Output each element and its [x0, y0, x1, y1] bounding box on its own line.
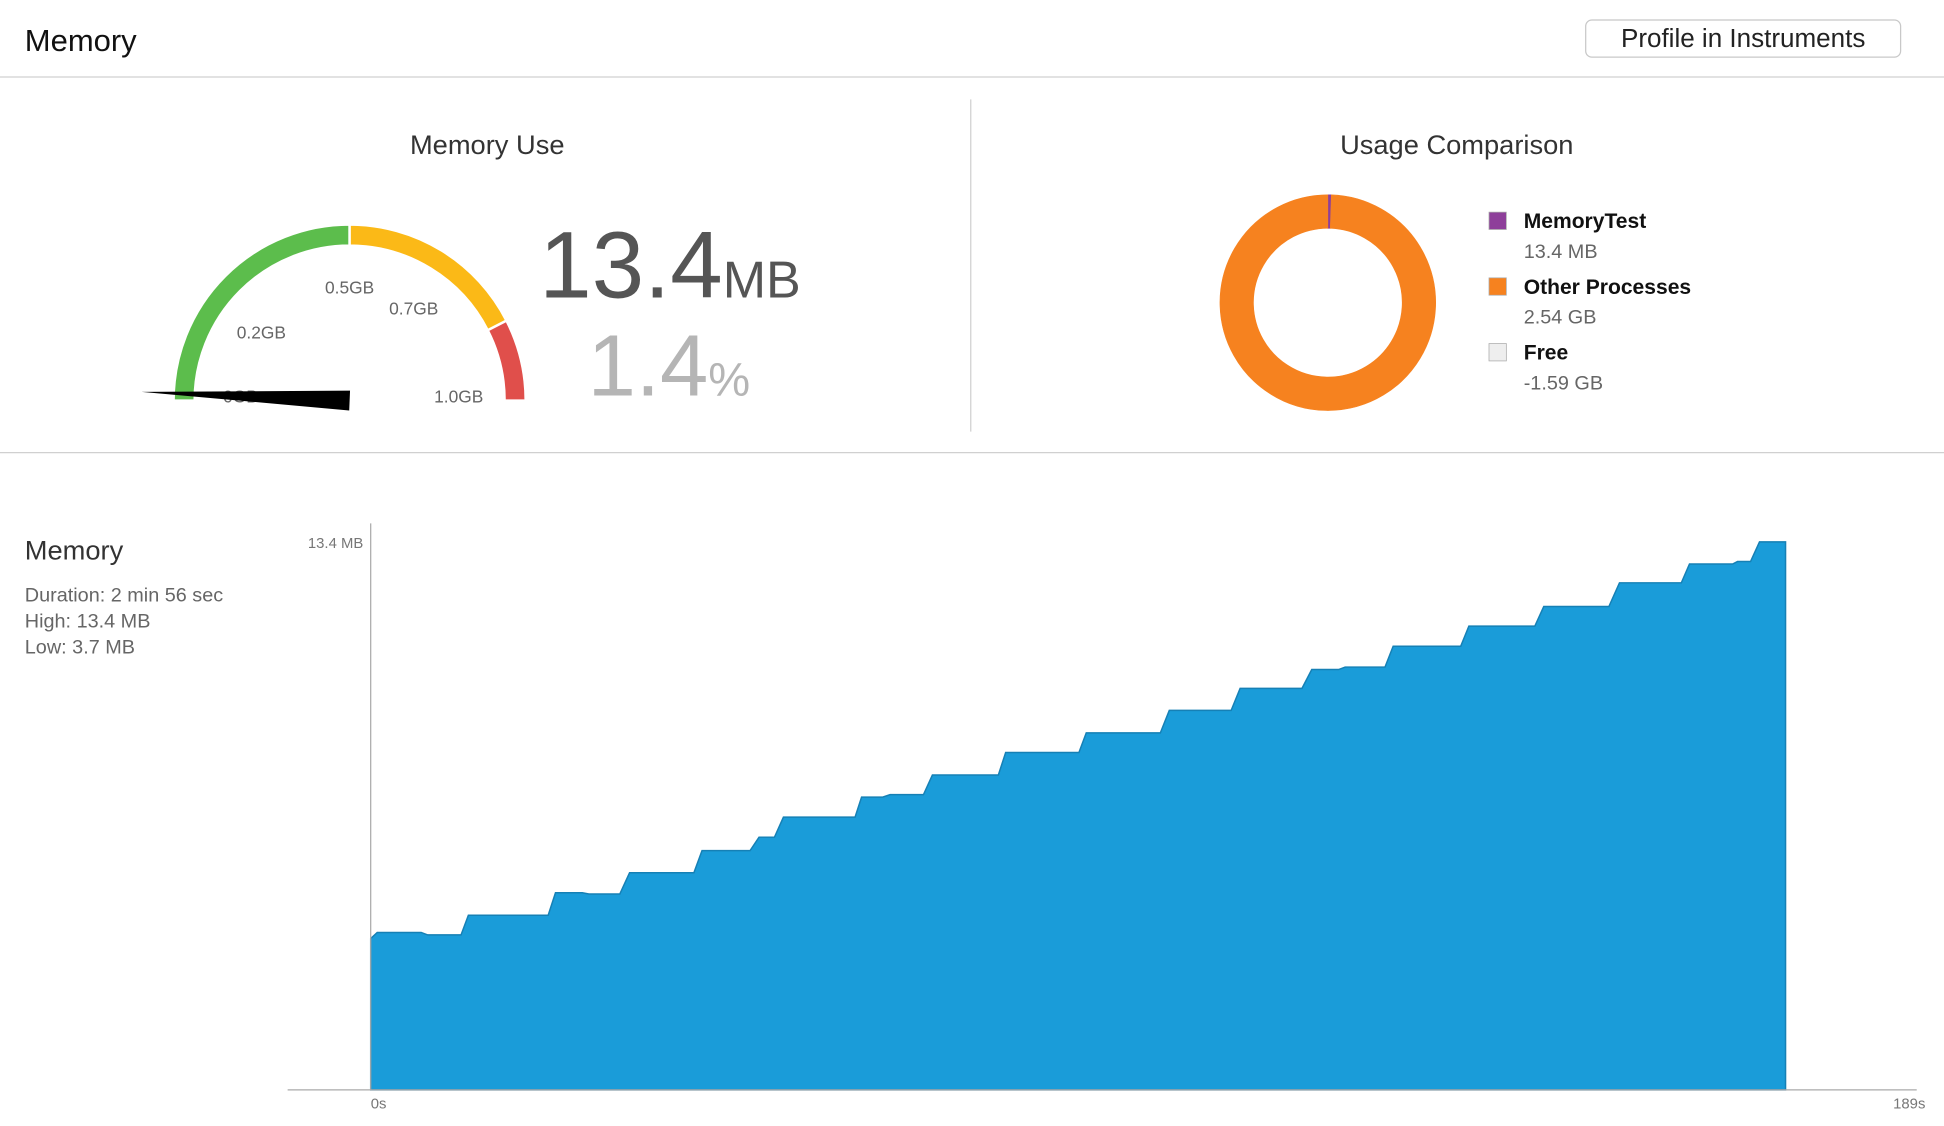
- legend-name: Other Processes: [1524, 276, 1691, 299]
- chart-title: Memory: [25, 534, 124, 565]
- legend-value: 2.54 GB: [1524, 307, 1597, 329]
- legend-name: MemoryTest: [1524, 210, 1647, 233]
- chart-stat: Duration: 2 min 56 sec: [25, 584, 223, 606]
- gauge-tick-label: 0.5GB: [325, 278, 374, 298]
- readout-unit: MB: [723, 252, 801, 310]
- donut-slice: [1219, 194, 1436, 411]
- memory-readout: 13.4MB: [539, 213, 800, 318]
- gauge-needle: [141, 390, 351, 411]
- profile-button[interactable]: Profile in Instruments: [1585, 19, 1902, 58]
- gauge-tick-label: 0.2GB: [237, 323, 286, 343]
- button-frame[interactable]: [1585, 19, 1902, 58]
- gauge-band: [486, 318, 527, 402]
- legend-swatch: [1488, 343, 1507, 362]
- percent-readout: 1.4%: [588, 318, 751, 415]
- legend-swatch: [1488, 211, 1507, 230]
- y-tick-label: 13.4 MB: [308, 536, 363, 552]
- x-tick-label: 189s: [1893, 1097, 1925, 1113]
- gauge-band: [172, 223, 351, 402]
- percent-value: 1.4: [588, 318, 709, 415]
- section-title: Usage Comparison: [1340, 129, 1573, 160]
- gauge-tick-label: 1.0GB: [434, 387, 483, 407]
- button-label[interactable]: Profile in Instruments: [1621, 23, 1865, 53]
- page-title: Memory: [25, 23, 137, 58]
- chart-stat: High: 13.4 MB: [25, 610, 151, 632]
- gauge-tick-label: 0.7GB: [389, 298, 438, 318]
- section-title: Memory Use: [410, 129, 565, 160]
- legend-value: -1.59 GB: [1524, 372, 1603, 394]
- legend-swatch: [1488, 277, 1507, 296]
- legend-name: Free: [1524, 342, 1569, 365]
- readout-value: 13.4: [539, 213, 722, 318]
- chart-stat: Low: 3.7 MB: [25, 637, 135, 659]
- percent-unit: %: [708, 353, 750, 406]
- memory-area: [369, 541, 1787, 1091]
- x-tick-label: 0s: [371, 1097, 387, 1113]
- legend-value: 13.4 MB: [1524, 241, 1598, 263]
